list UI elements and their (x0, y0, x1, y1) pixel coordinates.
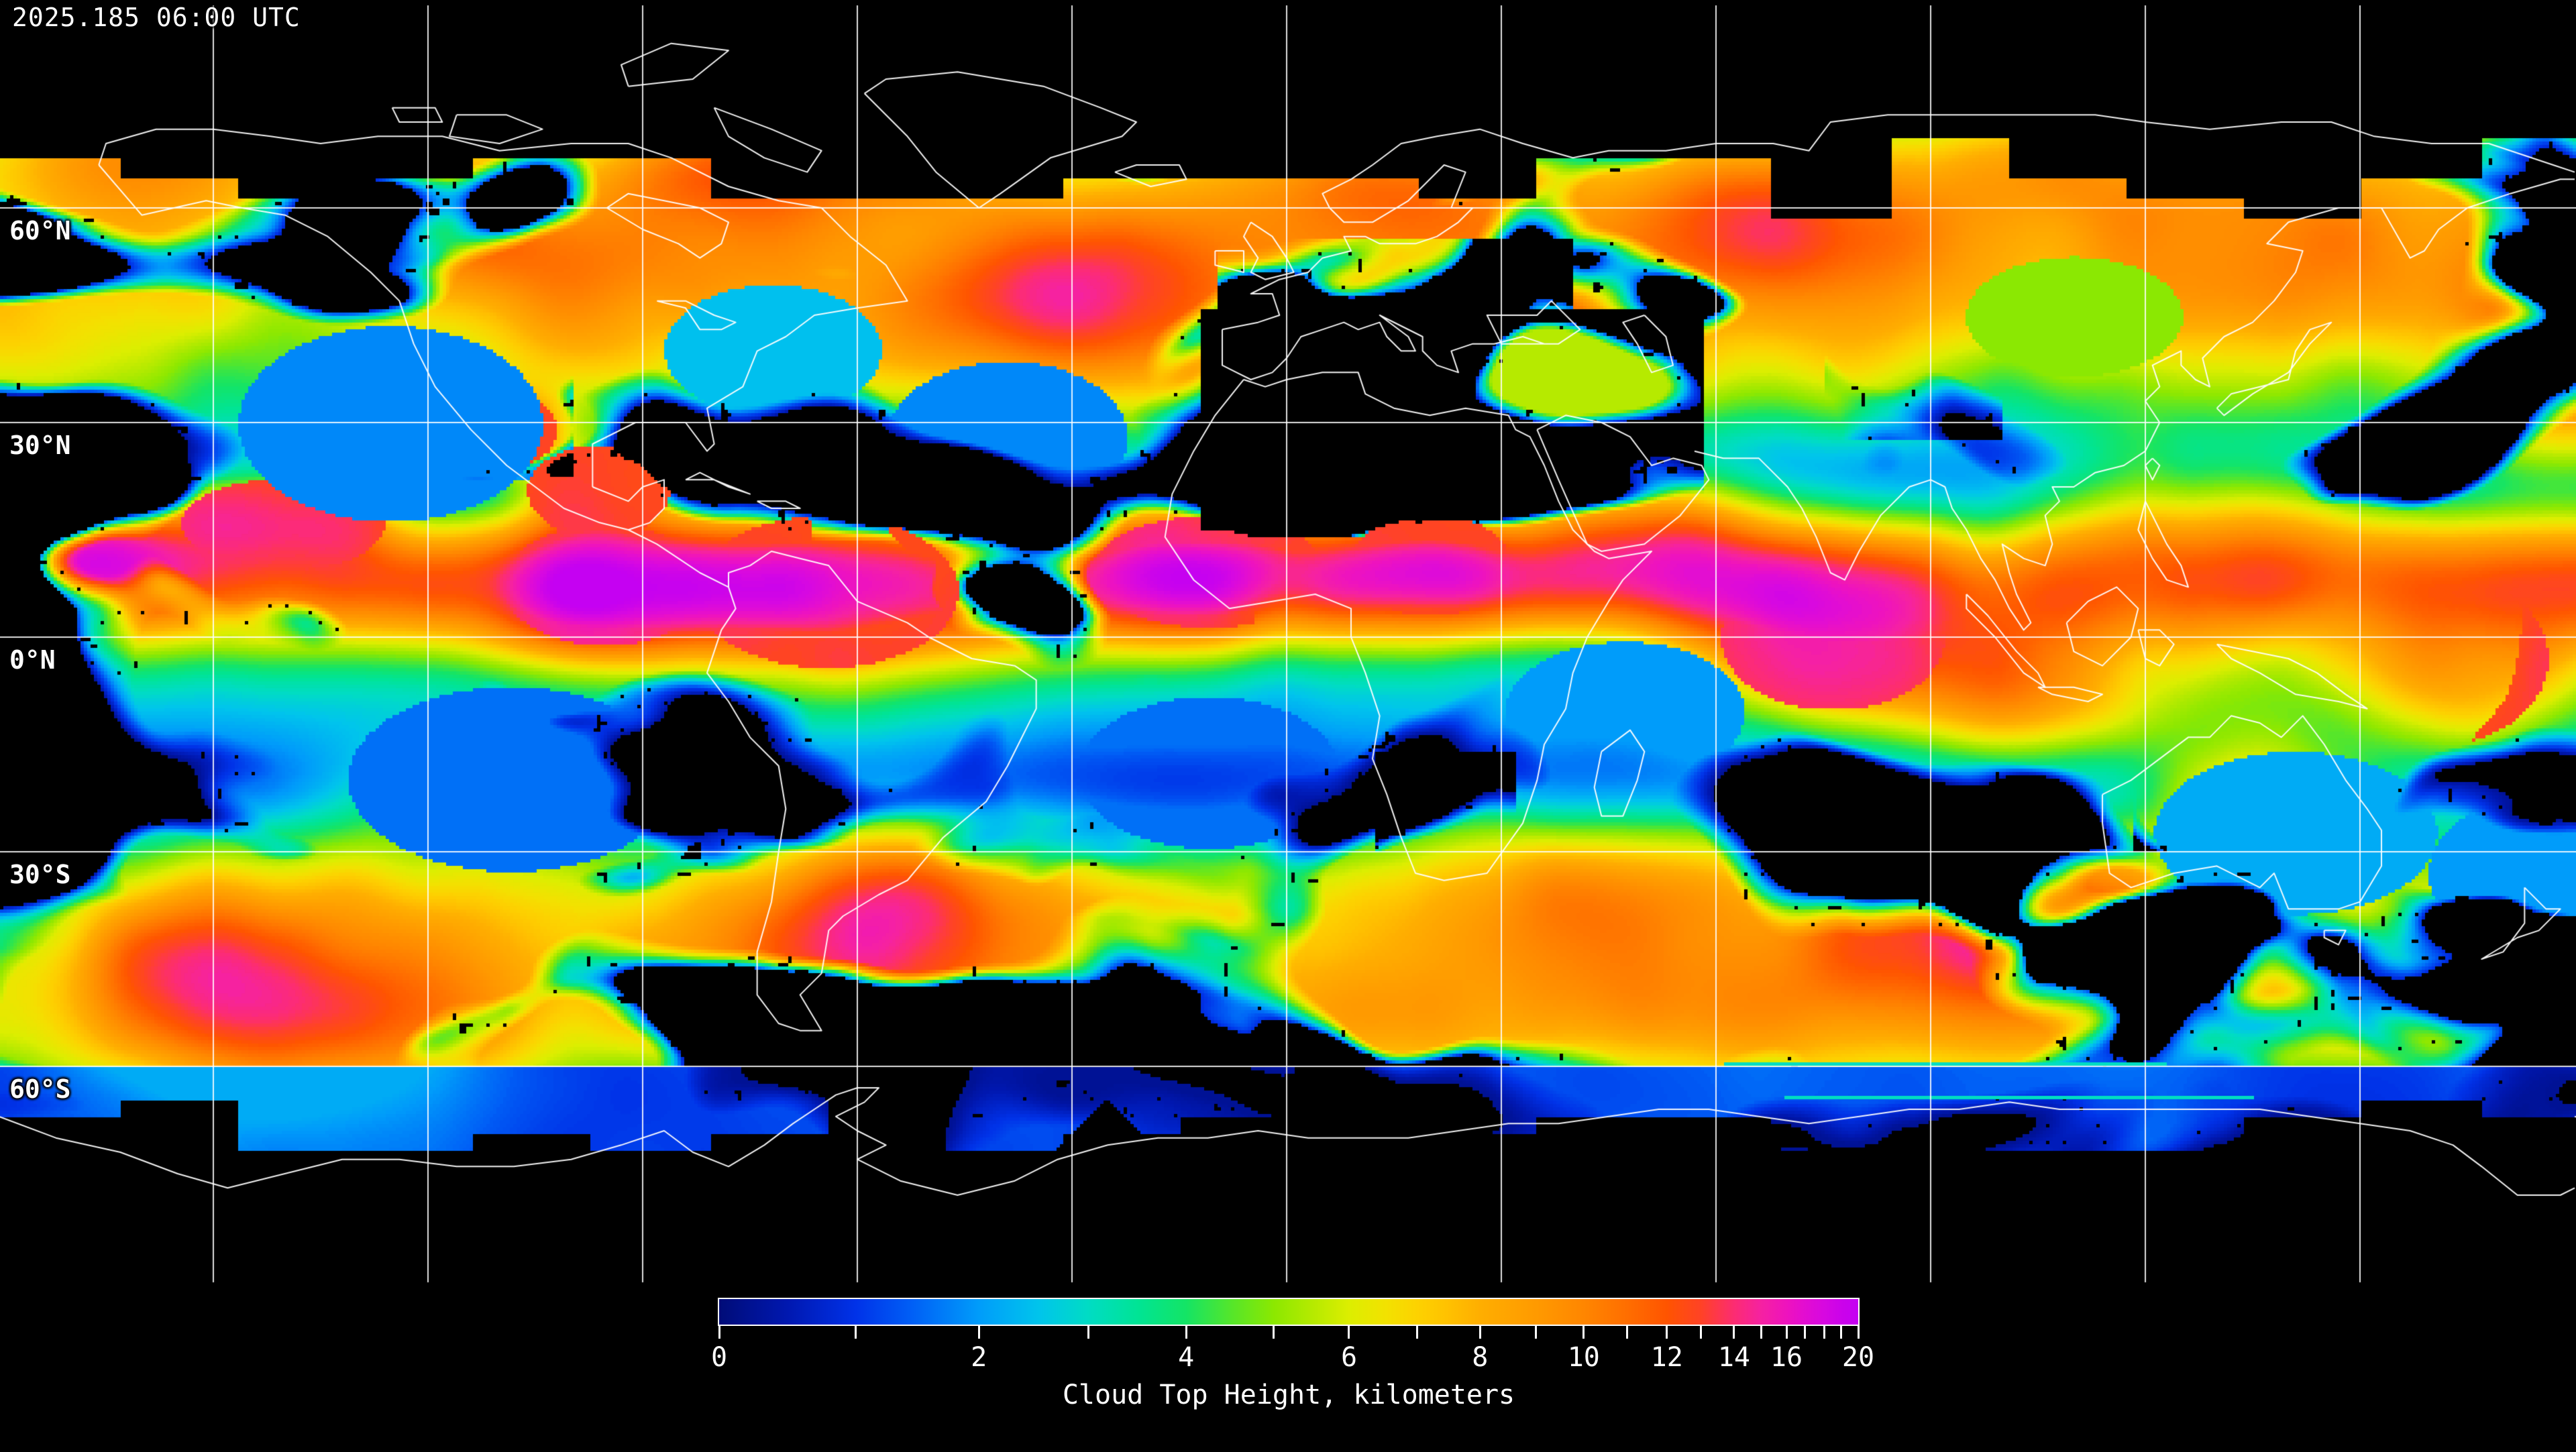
colorbar-tick-label: 8 (1472, 1342, 1489, 1373)
colorbar-tick (1582, 1326, 1585, 1339)
latitude-label: 60°S (9, 1074, 71, 1104)
colorbar-tick (1185, 1326, 1187, 1339)
colorbar-title: Cloud Top Height, kilometers (1062, 1380, 1515, 1410)
colorbar-tick-label: 16 (1770, 1342, 1803, 1373)
colorbar-tick-label: 14 (1717, 1342, 1750, 1373)
colorbar-tick (1273, 1326, 1275, 1339)
colorbar-tick (718, 1326, 720, 1339)
colorbar-gradient (718, 1298, 1860, 1326)
colorbar-tick-label: 0 (710, 1342, 728, 1373)
colorbar-tick (855, 1326, 857, 1339)
colorbar-tick-label: 6 (1340, 1342, 1358, 1373)
colorbar-tick (1803, 1326, 1806, 1339)
colorbar-tick-label: 2 (971, 1342, 987, 1373)
colorbar-tick (1087, 1326, 1089, 1339)
latitude-label: 60°N (9, 215, 71, 245)
colorbar-tick (1479, 1326, 1481, 1339)
timestamp: 2025.185 06:00 UTC (12, 3, 301, 32)
colorbar-tick-label: 10 (1567, 1342, 1600, 1373)
latitude-label: 30°N (9, 430, 71, 460)
latitude-label: 30°S (9, 860, 71, 889)
colorbar-tick-label: 4 (1178, 1342, 1195, 1373)
colorbar-tick (977, 1326, 980, 1339)
latitude-label: 0°N (9, 645, 56, 675)
colorbar-tick (1857, 1326, 1860, 1339)
colorbar-tick-label: 12 (1650, 1342, 1683, 1373)
colorbar: 0 2 4 6 8 10 12 14 16 20 Cloud Top Height, kilome… (711, 1298, 1874, 1452)
colorbar-tick (1416, 1326, 1419, 1339)
colorbar-tick (1840, 1326, 1843, 1339)
colorbar-tick (1700, 1326, 1703, 1339)
colorbar-tick (1348, 1326, 1350, 1339)
colorbar-tick (1534, 1326, 1537, 1339)
colorbar-tick (1823, 1326, 1825, 1339)
colorbar-tick (1666, 1326, 1668, 1339)
colorbar-tick (1760, 1326, 1763, 1339)
colorbar-tick (1733, 1326, 1735, 1339)
colorbar-tick-label: 20 (1841, 1342, 1875, 1373)
colorbar-tick (1785, 1326, 1788, 1339)
colorbar-tick (1625, 1326, 1628, 1339)
